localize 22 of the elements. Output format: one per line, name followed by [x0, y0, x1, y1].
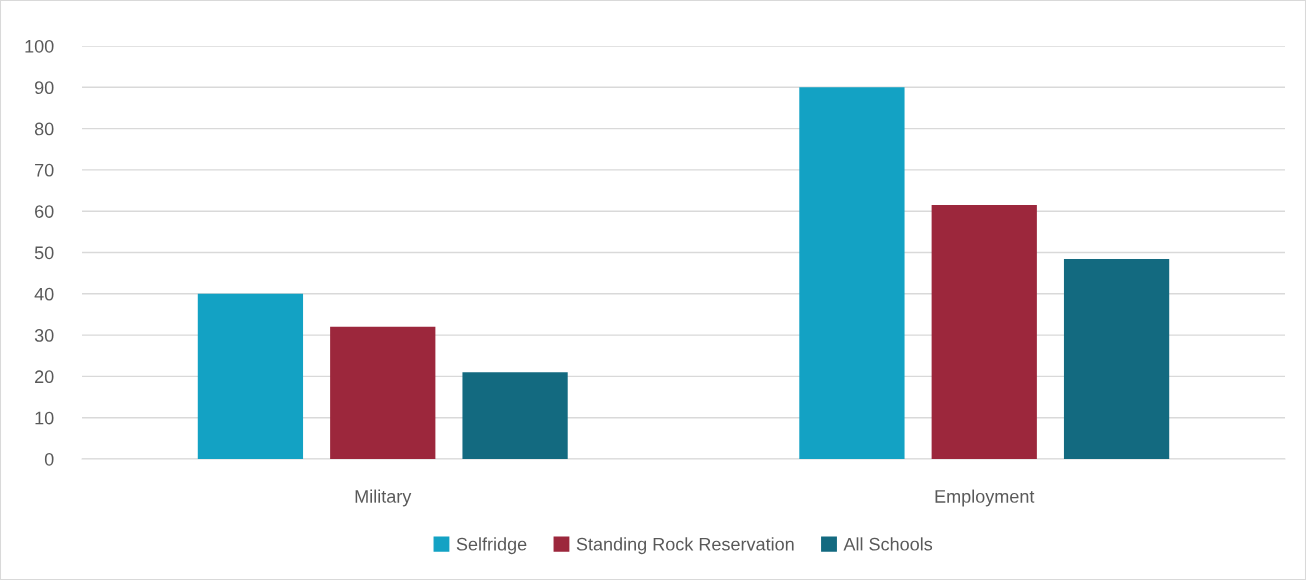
- bar: [197, 293, 304, 459]
- y-tick-label: 0: [44, 452, 54, 466]
- y-tick-label: 20: [35, 370, 54, 384]
- y-tick-label: 60: [35, 205, 54, 218]
- bar: [931, 205, 1037, 459]
- bar: [462, 372, 568, 459]
- y-tick-label: 10: [35, 411, 54, 425]
- y-tick-label: 80: [34, 122, 54, 136]
- y-tick-label: 40: [34, 287, 54, 301]
- legend-label: All Schools: [843, 537, 933, 551]
- y-tick-label: 100: [25, 39, 54, 53]
- bar: [1063, 259, 1170, 459]
- x-tick-label: Employment: [935, 489, 1035, 507]
- y-tick-label: 70: [35, 163, 54, 177]
- bar: [799, 87, 905, 459]
- y-tick-label: 30: [34, 329, 54, 342]
- y-tick-label: 50: [34, 246, 54, 260]
- y-tick-label: 90: [34, 81, 54, 95]
- bar: [330, 326, 436, 459]
- legend-label: Selfridge: [456, 537, 527, 555]
- legend-label: Standing Rock Reservation: [576, 537, 794, 555]
- x-tick-label: Military: [355, 489, 412, 507]
